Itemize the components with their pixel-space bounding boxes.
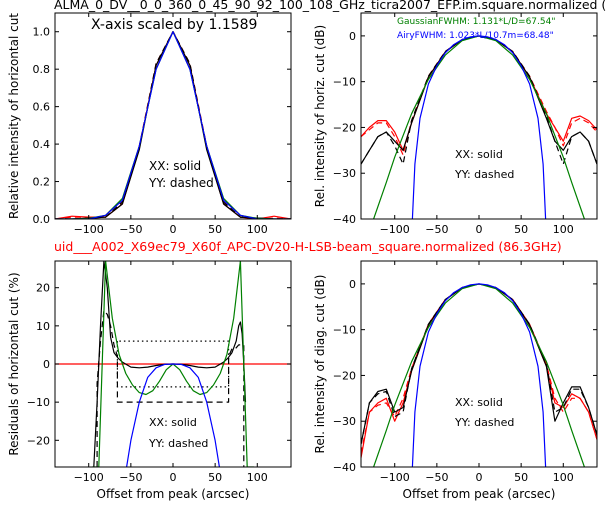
chart-panel-p2: −100 −50 0 50 100 0 −10 −20 −30 −40 Rel. intensity… bbox=[313, 12, 598, 236]
y-tick-label: 20 bbox=[36, 282, 50, 295]
series-line-blue-solid bbox=[126, 363, 220, 467]
series-line-red-dashed bbox=[361, 35, 597, 156]
plot-frame bbox=[360, 12, 598, 220]
y-tick-label: −20 bbox=[27, 434, 50, 447]
x-tick-label: −50 bbox=[119, 471, 142, 484]
x-tick-label: 0 bbox=[170, 223, 177, 236]
annotation-text: YY: dashed bbox=[148, 437, 208, 450]
x-tick-label: 50 bbox=[208, 471, 222, 484]
x-tick-label: 100 bbox=[247, 223, 268, 236]
x-tick-label: −100 bbox=[380, 223, 410, 236]
x-tick-label: 50 bbox=[514, 471, 528, 484]
x-tick-label: 50 bbox=[514, 223, 528, 236]
y-tick-label: 10 bbox=[36, 320, 50, 333]
annotation-text: XX: solid bbox=[149, 159, 201, 173]
y-tick-label: −30 bbox=[333, 415, 356, 428]
x-tick-label: 0 bbox=[170, 471, 177, 484]
y-tick-label: −40 bbox=[333, 461, 356, 474]
figure-mid-title: uid___A002_X69ec79_X60f_APC-DV20-H-LSB-b… bbox=[54, 239, 562, 254]
x-tick-label: −100 bbox=[380, 471, 410, 484]
series-line-black-dashed bbox=[361, 283, 597, 445]
y-axis-label: Rel. intensity of diag. cut (dB) bbox=[313, 275, 327, 454]
y-tick-label: 0 bbox=[349, 278, 356, 291]
annotation-text: AiryFWHM: 1.023*L/10.7m=68.48" bbox=[397, 31, 554, 41]
series-line-blue-solid bbox=[55, 31, 291, 219]
chart-panel-p1: −100 −50 0 50 100 0.0 0.2 0.4 0.6 0.8 1.0 Relative … bbox=[7, 12, 292, 236]
x-tick-label: 0 bbox=[476, 471, 483, 484]
x-tick-label: 50 bbox=[208, 223, 222, 236]
series-line-black-dashed bbox=[96, 310, 245, 467]
annotation-text: YY: dashed bbox=[454, 416, 514, 429]
x-tick-label: −50 bbox=[425, 223, 448, 236]
chart-panels: −100 −50 0 50 1000.00.20.40.60.81.0Relative … bbox=[7, 12, 598, 501]
series-line-red-solid bbox=[361, 35, 597, 151]
annotation-text: YY: dashed bbox=[148, 176, 214, 190]
annotation-text: X-axis scaled by 1.1589 bbox=[91, 17, 257, 33]
y-tick-label: 0.4 bbox=[33, 138, 51, 151]
series-line-green-solid bbox=[373, 35, 585, 219]
series-group bbox=[55, 261, 291, 467]
series-line-black-solid bbox=[55, 31, 291, 219]
series-line-red-solid bbox=[55, 31, 291, 219]
figure-top-title: ALMA_0_DV__0_0_360_0_45_90_92_100_108_GH… bbox=[54, 0, 607, 12]
y-tick-label: 0 bbox=[349, 30, 356, 43]
series-line-black-dotted bbox=[116, 340, 230, 388]
series-line-black-solid bbox=[361, 35, 597, 165]
y-tick-label: 0.2 bbox=[33, 176, 51, 189]
series-group bbox=[361, 283, 597, 467]
y-tick-label: −20 bbox=[333, 369, 356, 382]
x-tick-label: −50 bbox=[119, 223, 142, 236]
series-line-black-dashed bbox=[55, 31, 291, 219]
series-line-red-solid bbox=[361, 283, 597, 458]
annotation-text: XX: solid bbox=[455, 148, 503, 161]
chart-panel-p4: −100 −50 0 50 100 0 −10 −20 −30 −40 Rel. intensity… bbox=[313, 260, 598, 501]
series-line-blue-solid bbox=[411, 283, 547, 467]
y-axis-label: Residuals of horizontal cut (%) bbox=[7, 272, 21, 455]
y-tick-label: 0.8 bbox=[33, 63, 51, 76]
y-tick-label: −40 bbox=[333, 213, 356, 226]
x-tick-label: 100 bbox=[247, 471, 268, 484]
y-axis-label: Rel. intensity of horiz. cut (dB) bbox=[313, 25, 327, 207]
y-tick-label: −10 bbox=[333, 76, 356, 89]
series-line-blue-solid bbox=[411, 35, 547, 219]
y-tick-label: 1.0 bbox=[33, 26, 51, 39]
plot-frame bbox=[360, 260, 598, 468]
annotation-text: XX: solid bbox=[455, 396, 503, 409]
x-tick-label: 0 bbox=[476, 223, 483, 236]
series-group bbox=[361, 35, 597, 219]
series-line-red-dashed bbox=[55, 31, 291, 219]
annotation-text: YY: dashed bbox=[454, 168, 514, 181]
series-line-green-solid bbox=[373, 283, 585, 467]
annotation-text: GaussianFWHM: 1.131*L/D=67.54" bbox=[397, 17, 555, 27]
x-axis-label: Offset from peak (arcsec) bbox=[403, 487, 556, 501]
annotation-text: XX: solid bbox=[149, 416, 197, 429]
x-tick-label: 100 bbox=[553, 471, 574, 484]
y-tick-label: −10 bbox=[27, 396, 50, 409]
y-tick-label: −10 bbox=[333, 324, 356, 337]
y-tick-label: −20 bbox=[333, 121, 356, 134]
y-tick-label: −30 bbox=[333, 167, 356, 180]
y-tick-label: 0.0 bbox=[33, 213, 51, 226]
x-tick-label: 100 bbox=[553, 223, 574, 236]
series-line-green-solid bbox=[55, 31, 291, 219]
series-line-black-dashed bbox=[361, 35, 597, 165]
x-tick-label: −50 bbox=[425, 471, 448, 484]
x-axis-label: Offset from peak (arcsec) bbox=[97, 487, 250, 501]
y-axis-label: Relative intensity of horizontal cut bbox=[7, 13, 21, 219]
x-tick-label: −100 bbox=[74, 471, 104, 484]
series-group bbox=[55, 31, 291, 219]
x-tick-label: −100 bbox=[74, 223, 104, 236]
y-tick-label: 0 bbox=[43, 358, 50, 371]
y-tick-label: 0.6 bbox=[33, 101, 51, 114]
